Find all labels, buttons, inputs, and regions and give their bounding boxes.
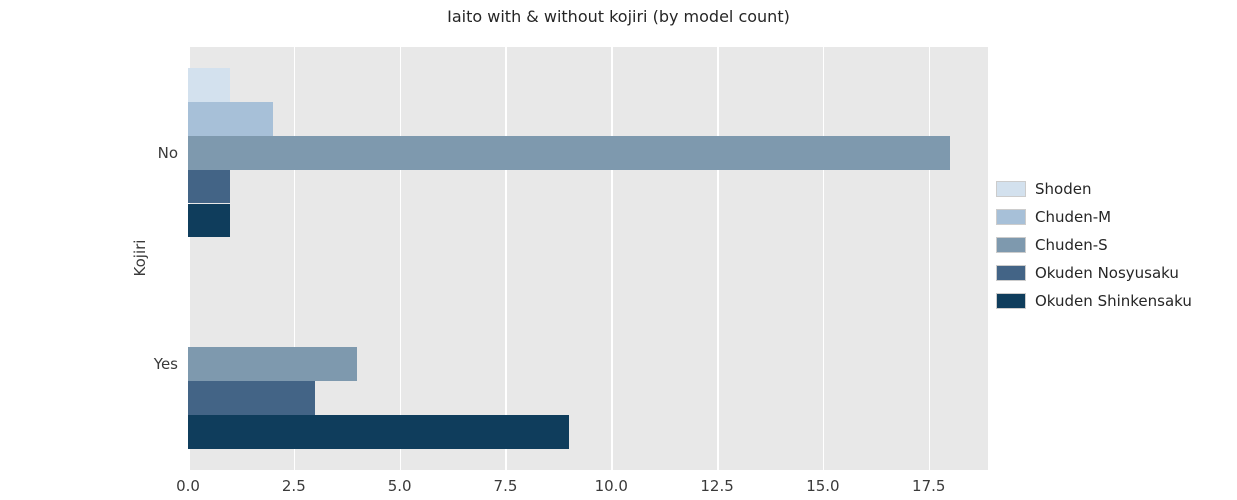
gridline [188, 47, 190, 470]
bar-no-chuden-s [188, 135, 950, 170]
legend-label: Okuden Nosyusaku [1035, 264, 1179, 282]
bar-yes-chuden-s [188, 347, 358, 382]
legend-item-shoden: Shoden [996, 180, 1192, 198]
gridline [822, 47, 825, 470]
bar-no-shoden [188, 68, 231, 102]
gridline [717, 47, 719, 470]
y-tick-label: Yes [153, 355, 178, 374]
legend-label: Chuden-S [1035, 236, 1108, 254]
x-tick-label: 7.5 [493, 477, 518, 495]
x-tick-label: 10.0 [594, 477, 628, 495]
x-tick-label: 0.0 [176, 477, 200, 495]
plot-area [188, 47, 988, 470]
legend: Shoden Chuden-M Chuden-S Okuden Nosyusaku Ok… [996, 180, 1192, 310]
x-tick-label: 17.5 [912, 477, 946, 495]
bar-yes-okuden-shinkensaku [188, 415, 569, 449]
legend-item-okuden-shinkensaku: Okuden Shinkensaku [996, 292, 1192, 310]
legend-item-okuden-nosyusaku: Okuden Nosyusaku [996, 264, 1192, 282]
legend-swatch-icon [996, 265, 1026, 281]
y-tick-label: No [157, 143, 178, 162]
legend-swatch-icon [996, 209, 1026, 225]
x-tick-label: 15.0 [806, 477, 840, 495]
legend-label: Okuden Shinkensaku [1035, 292, 1192, 310]
bar-no-okuden-nosyusaku [188, 169, 231, 204]
gridline [293, 47, 296, 470]
legend-label: Chuden-M [1035, 208, 1112, 226]
legend-label: Shoden [1035, 180, 1092, 198]
gridline [928, 47, 931, 470]
legend-swatch-icon [996, 293, 1026, 309]
legend-item-chuden-s: Chuden-S [996, 236, 1192, 254]
x-tick-label: 2.5 [281, 477, 306, 495]
bar-no-okuden-shinkensaku [188, 203, 231, 238]
bar-no-chuden-m [188, 101, 273, 136]
legend-swatch-icon [996, 237, 1026, 253]
x-tick-label: 12.5 [700, 477, 734, 495]
chart-title: Iaito with & without kojiri (by model co… [447, 7, 790, 26]
legend-item-chuden-m: Chuden-M [996, 208, 1192, 226]
gridline [505, 47, 507, 470]
gridline [611, 47, 613, 470]
gridline [399, 47, 402, 470]
y-axis-label: Kojiri [131, 239, 149, 277]
bar-yes-okuden-nosyusaku [188, 381, 315, 415]
legend-swatch-icon [996, 181, 1026, 197]
x-tick-label: 5.0 [387, 477, 412, 495]
